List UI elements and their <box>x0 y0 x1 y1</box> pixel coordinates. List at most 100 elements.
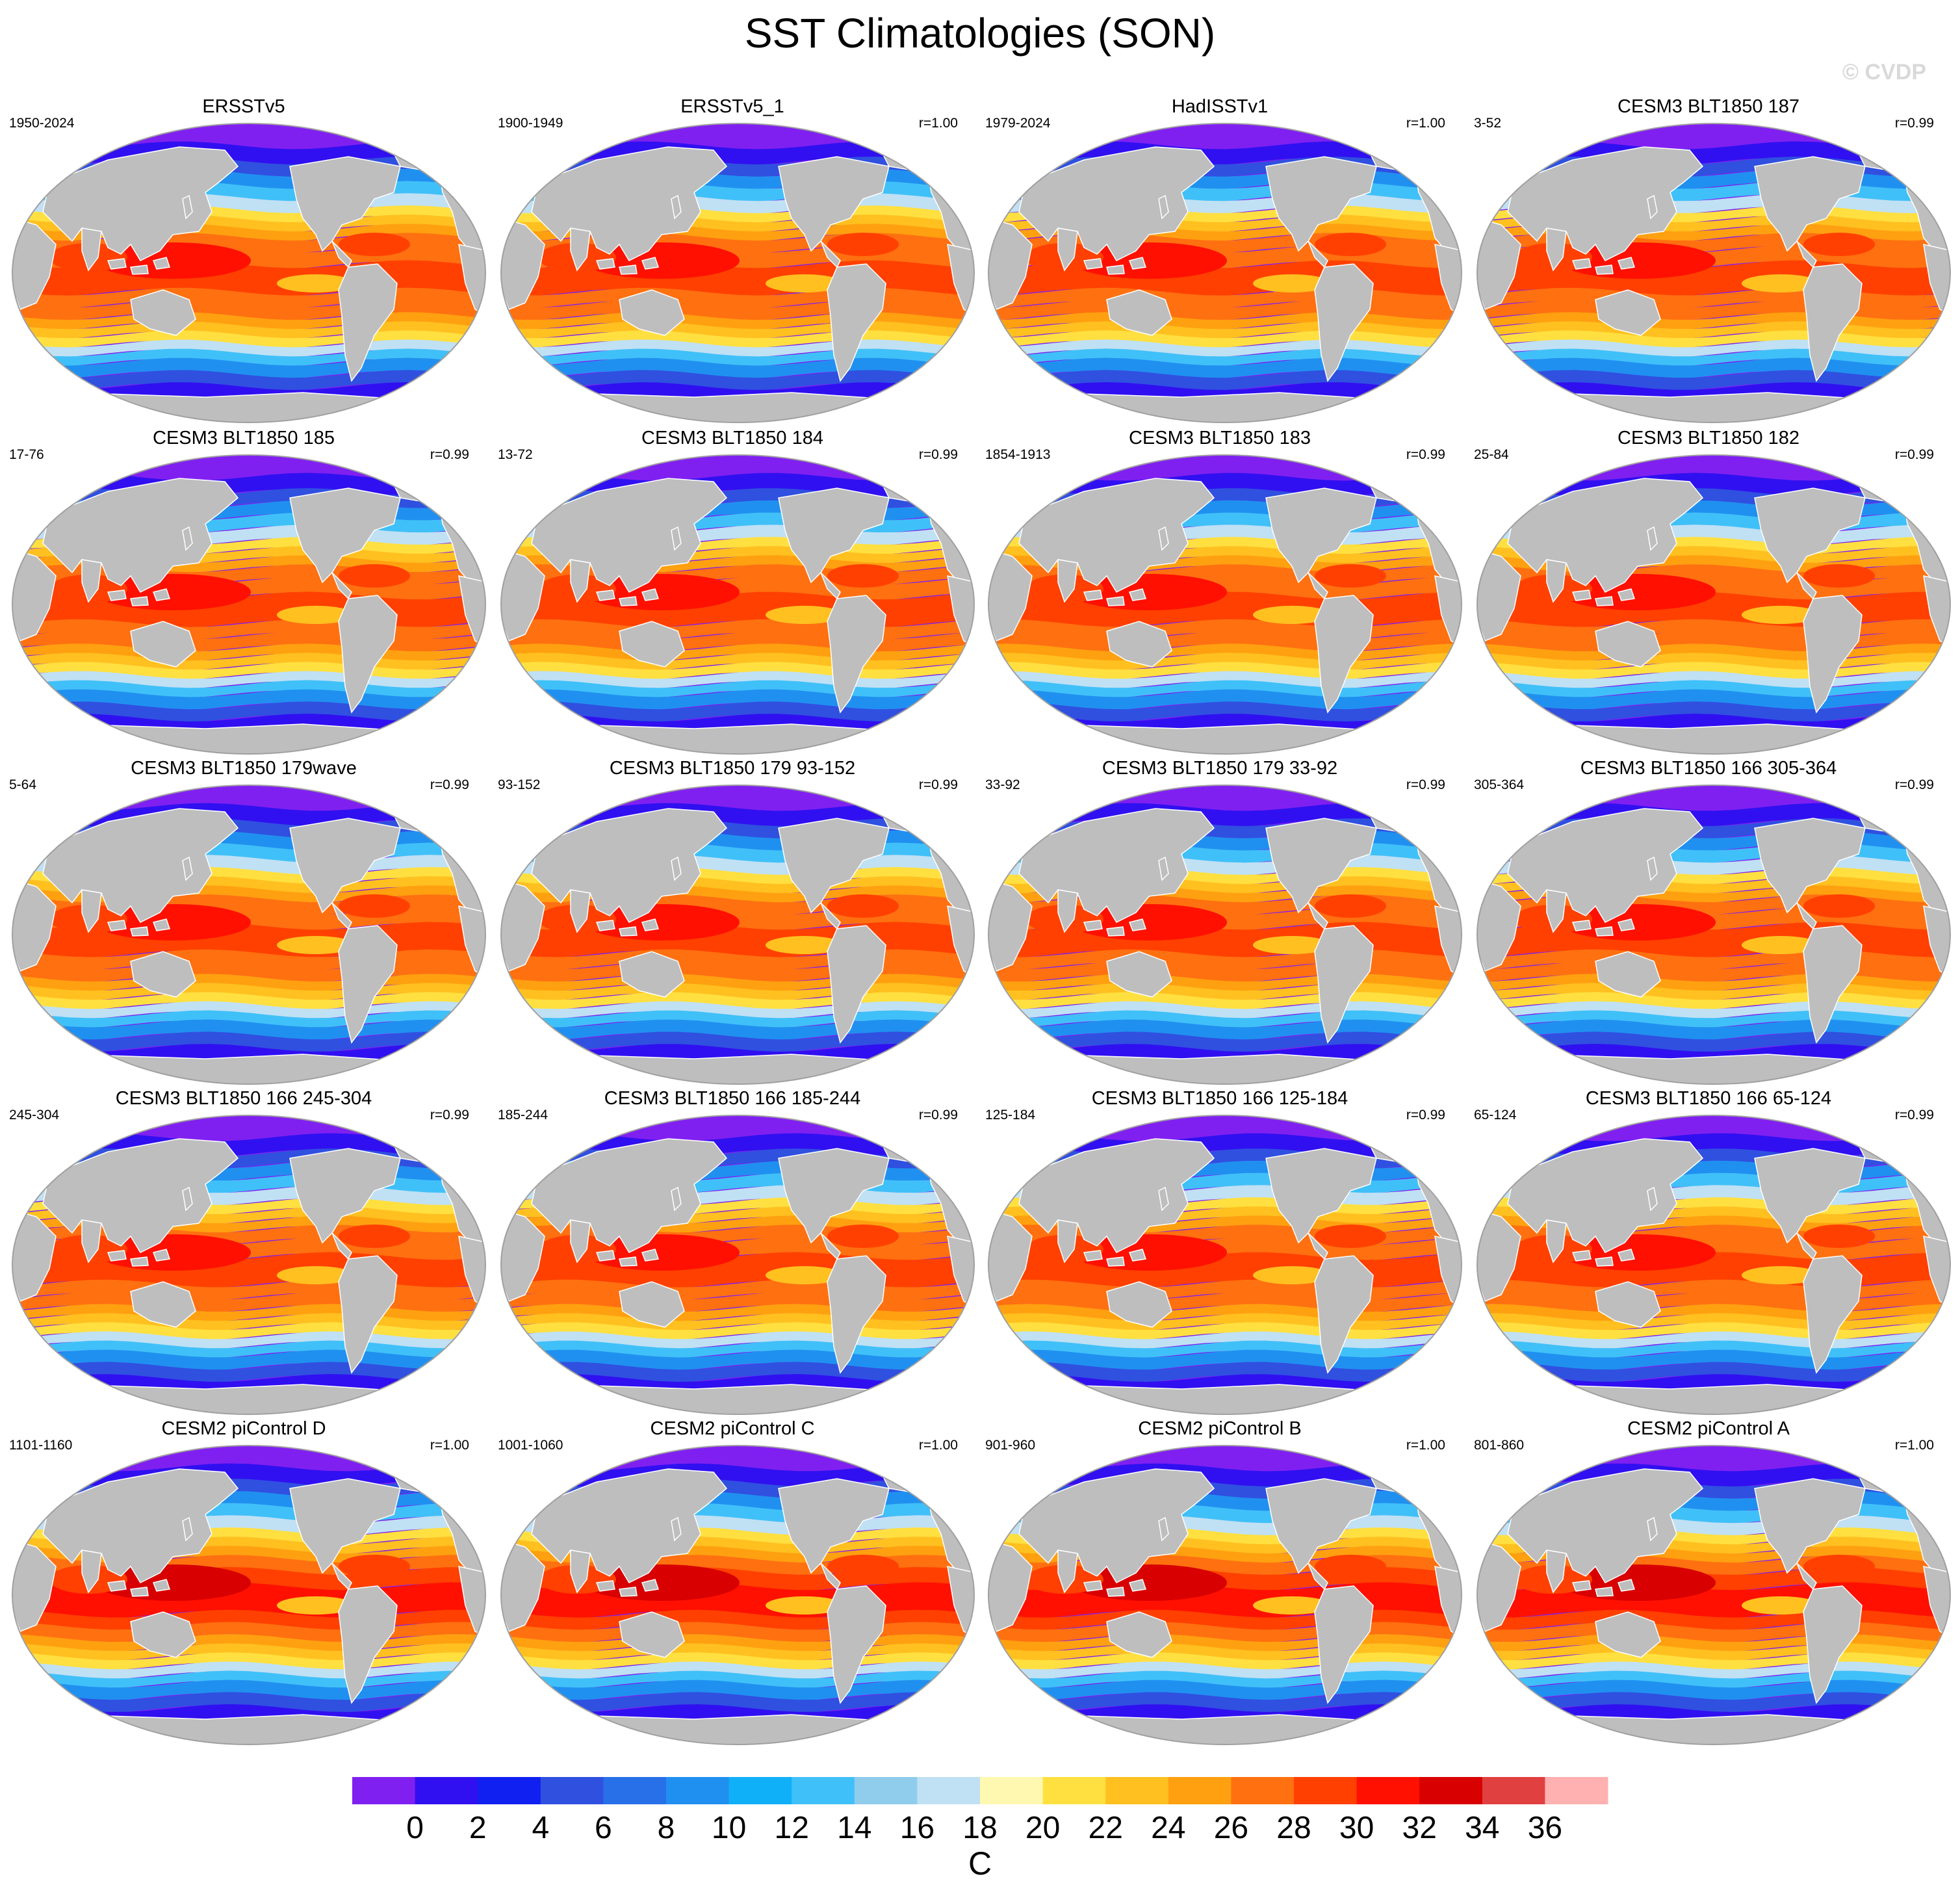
cold-tongue <box>1253 1596 1331 1615</box>
sst-map <box>988 785 1462 1085</box>
panel-title: ERSSTv5 <box>202 96 285 117</box>
land-mass <box>531 146 728 261</box>
land-mass <box>1106 265 1125 275</box>
land-mass <box>1308 1563 1328 1590</box>
map-panel: CESM3 BLT1850 183 1854-1913 r=0.99 <box>976 428 1464 757</box>
panel-correlation: r=0.99 <box>918 777 958 792</box>
land-mass <box>1595 1611 1661 1658</box>
panel-period: 1854-1913 <box>985 447 1051 462</box>
land-mass <box>42 478 239 593</box>
sst-map <box>12 1445 486 1745</box>
land-mass <box>619 265 638 275</box>
land-mass <box>501 218 545 310</box>
sst-band <box>1477 1670 1950 1689</box>
land-mass <box>12 1210 57 1302</box>
land-mass <box>152 257 170 270</box>
panel-period: 185-244 <box>498 1108 548 1122</box>
sst-band <box>988 701 1462 723</box>
land-mass <box>1057 1219 1078 1264</box>
map-outline <box>1476 1445 1951 1745</box>
land-mass <box>531 478 728 593</box>
sst-band <box>501 1019 974 1041</box>
colorbar-swatch <box>980 1777 1044 1804</box>
land-mass <box>22 1384 480 1414</box>
land-mass <box>1571 258 1592 270</box>
land-mass <box>12 1540 57 1632</box>
land-mass <box>1314 1255 1374 1374</box>
panel-title: CESM2 piControl D <box>161 1418 326 1439</box>
land-mass <box>1158 1186 1169 1212</box>
land-mass <box>1083 590 1103 601</box>
land-mass <box>641 918 659 931</box>
panel-period: 13-72 <box>498 447 533 462</box>
land-mass <box>338 1255 398 1374</box>
panel-correlation: r=0.99 <box>430 777 469 792</box>
panel-correlation: r=0.99 <box>430 1108 469 1122</box>
panel-correlation: r=0.99 <box>1894 447 1934 462</box>
cold-tongue <box>766 274 844 292</box>
panel-title: CESM3 BLT1850 166 305-364 <box>1580 758 1837 779</box>
land-mass <box>1571 920 1592 931</box>
land-mass <box>152 588 170 601</box>
cold-tongue <box>1253 936 1331 954</box>
warm-pool <box>339 564 410 588</box>
land-mass <box>595 590 615 601</box>
sst-band <box>988 1692 1462 1713</box>
land-mass <box>827 595 886 714</box>
map-panel: CESM3 BLT1850 166 65-124 65-124 r=0.99 <box>1465 1088 1952 1418</box>
map-outline <box>988 454 1462 755</box>
land-mass <box>1308 572 1328 600</box>
land-mass <box>1128 918 1146 931</box>
colorbar-swatch <box>1168 1777 1231 1804</box>
panel-title: HadISSTv1 <box>1171 96 1269 117</box>
colorbar-swatch <box>917 1777 981 1804</box>
land-mass <box>511 392 968 422</box>
land-mass <box>130 1611 196 1658</box>
sst-band <box>12 1670 485 1689</box>
land-mass <box>1546 889 1567 933</box>
land-mass <box>641 257 659 270</box>
map-outline <box>988 123 1462 423</box>
warm-pool <box>827 564 899 588</box>
warm-pool <box>1315 894 1386 918</box>
sst-band <box>988 1680 1462 1702</box>
colorbar-swatch <box>729 1777 792 1804</box>
sst-map <box>12 1115 486 1415</box>
land-mass <box>331 240 352 268</box>
land-mass <box>1595 926 1614 937</box>
sst-band <box>12 123 485 151</box>
land-mass <box>107 590 127 601</box>
land-mass <box>1477 1210 1521 1302</box>
cold-tongue <box>1742 606 1820 624</box>
land-mass <box>130 289 196 336</box>
cold-tongue <box>1742 1266 1820 1284</box>
panel-correlation: r=0.99 <box>918 1108 958 1122</box>
sst-band <box>12 992 485 1011</box>
land-mass <box>671 194 682 220</box>
panel-correlation: r=0.99 <box>1406 1108 1445 1122</box>
sst-band <box>1477 689 1950 711</box>
colorbar-swatch <box>1042 1777 1106 1804</box>
panel-title: CESM3 BLT1850 179 33-92 <box>1102 758 1338 779</box>
land-mass <box>338 595 398 714</box>
map-panel: CESM3 BLT1850 179 93-152 93-152 r=0.99 <box>489 758 976 1087</box>
land-mass <box>619 1256 638 1267</box>
panel-title: CESM3 BLT1850 179wave <box>131 758 357 779</box>
map-panel: CESM3 BLT1850 179wave 5-64 r=0.99 <box>0 758 487 1087</box>
colorbar-tick-label: 36 <box>1528 1811 1562 1845</box>
map-panel: CESM3 BLT1850 182 25-84 r=0.99 <box>1465 428 1952 757</box>
land-mass <box>671 856 682 881</box>
land-mass <box>107 258 127 270</box>
land-mass <box>22 392 480 422</box>
colorbar-tick-label: 26 <box>1214 1811 1248 1845</box>
panel-title: CESM2 piControl B <box>1138 1418 1302 1439</box>
land-mass <box>1595 1256 1614 1267</box>
land-mass <box>511 1714 968 1745</box>
land-mass <box>1477 218 1521 310</box>
panel-period: 17-76 <box>9 447 44 462</box>
sst-band <box>501 1680 974 1702</box>
land-mass <box>988 218 1033 310</box>
land-mass <box>1083 920 1103 931</box>
sst-band <box>988 1031 1462 1053</box>
sst-band <box>988 1446 1462 1473</box>
